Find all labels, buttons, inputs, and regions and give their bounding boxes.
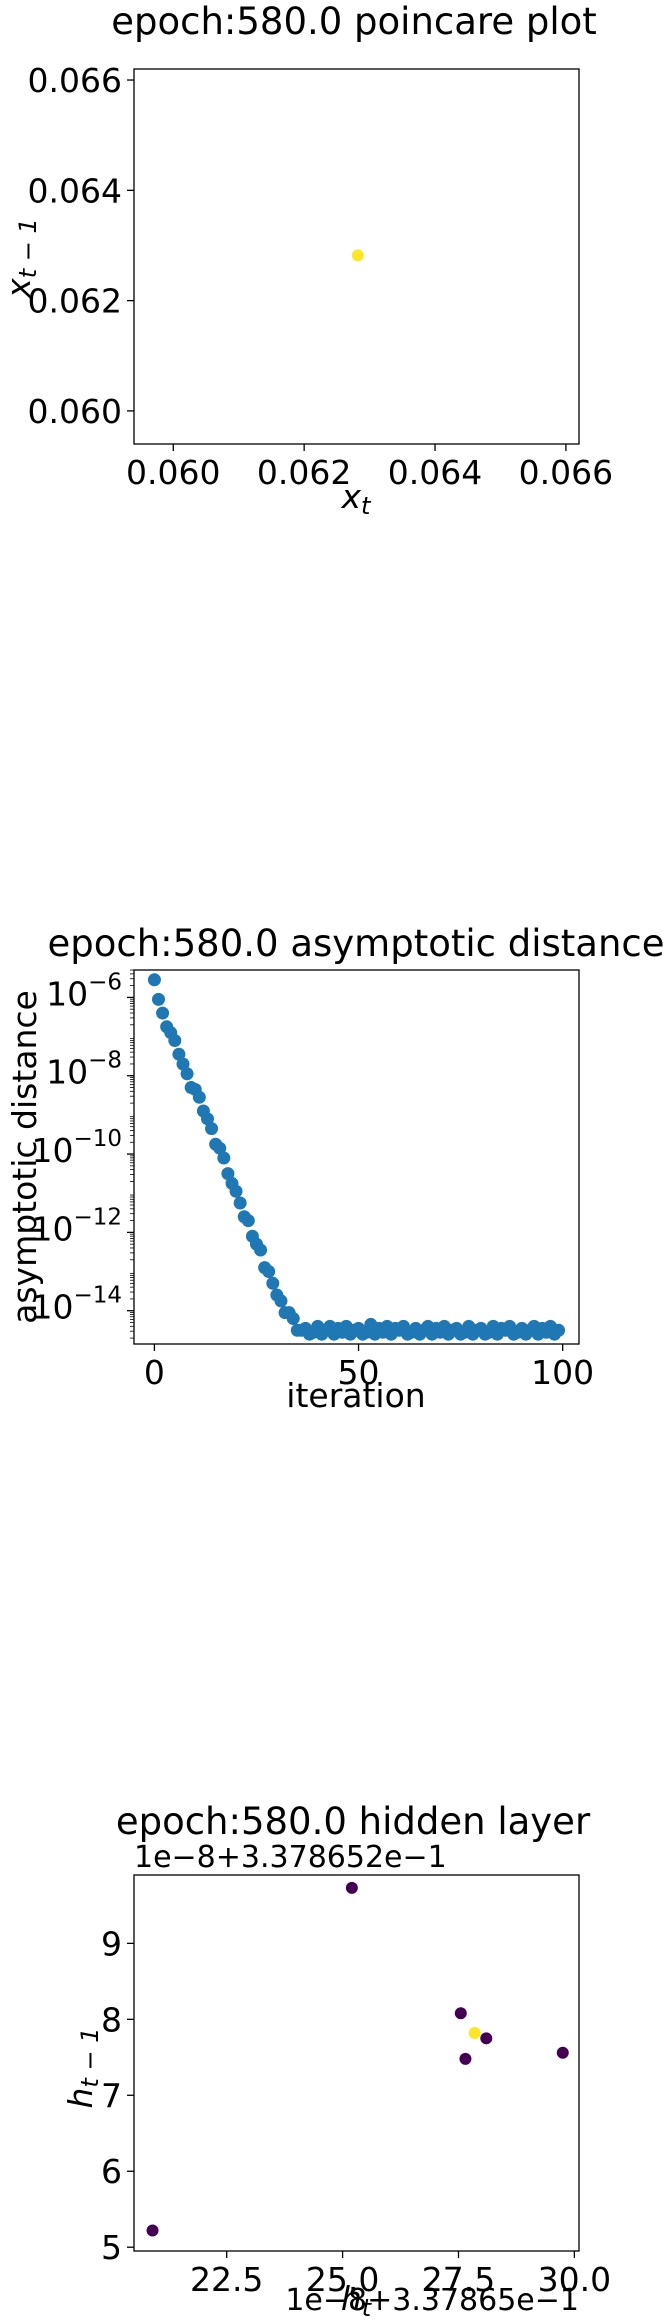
asymptotic-distance-chart: epoch:580.0 asymptotic distance 0 50 100 1… [5, 922, 663, 1415]
x-tick-label: 0.064 [388, 453, 482, 492]
y-tick-label: 0.062 [28, 282, 122, 321]
data-point [168, 1033, 182, 1047]
y-tick-label: 0.066 [28, 61, 122, 100]
hidden-layer-chart: epoch:580.0 hidden layer 1e−8+3.378652e−… [61, 1800, 611, 2322]
y-axis: 0.060 0.062 0.064 0.066 [28, 61, 134, 431]
data-point [213, 1141, 227, 1155]
y-axis-label: xt − 1 [0, 218, 42, 299]
plot-points [147, 973, 566, 1341]
y-tick-label: 10−12 [31, 1204, 122, 1248]
chart-title: epoch:580.0 asymptotic distance [47, 922, 663, 965]
data-point [192, 1090, 206, 1104]
data-point [254, 1243, 268, 1257]
plot-points [146, 1881, 569, 2237]
plot-frame [133, 68, 580, 445]
data-point [351, 249, 364, 262]
data-point [217, 1151, 231, 1165]
x-tick-label: 0.066 [519, 453, 613, 492]
data-point [176, 1057, 190, 1071]
x-tick-label: 0.062 [257, 453, 351, 492]
data-point [180, 1067, 194, 1081]
y-tick-label: 7 [101, 2076, 122, 2115]
x-tick-label: 30.0 [538, 2260, 611, 2299]
y-axis-label: asymptotic distance [5, 990, 44, 1324]
y-tick-label: 8 [101, 2000, 122, 2039]
plot-points [351, 249, 364, 262]
y-tick-label: 6 [101, 2152, 122, 2191]
data-point [274, 1294, 288, 1308]
data-point [552, 1323, 566, 1337]
data-point [205, 1122, 219, 1136]
y-tick-label: 5 [101, 2228, 122, 2267]
y-axis-label: ht − 1 [61, 2028, 104, 2109]
data-point [146, 2224, 159, 2237]
data-point [459, 2052, 472, 2065]
data-point [151, 992, 165, 1006]
x-tick-label: 100 [531, 1353, 594, 1392]
chart-title: epoch:580.0 poincare plot [111, 0, 597, 43]
data-point [262, 1265, 276, 1279]
data-point [229, 1184, 243, 1198]
y-tick-label: 9 [101, 1924, 122, 1963]
x-offset-label: 1e−8+3.37865e−1 [285, 2283, 579, 2318]
data-point [556, 2046, 569, 2059]
y-tick-label: 10−10 [31, 1126, 122, 1170]
x-axis: 22.5 25.0 27.5 30.0 [190, 2251, 611, 2299]
y-tick-label: 0.060 [28, 392, 122, 431]
data-point [147, 973, 161, 987]
x-axis-label: iteration [286, 1376, 425, 1415]
data-point [286, 1312, 300, 1326]
x-tick-label: 22.5 [190, 2260, 263, 2299]
y-axis: 5 6 7 8 9 [101, 1924, 134, 2267]
y-axis: 10−6 10−8 10−10 10−12 10−14 [31, 969, 134, 1339]
y-offset-label: 1e−8+3.378652e−1 [134, 1840, 447, 1875]
data-point [200, 1112, 214, 1126]
data-point [454, 2007, 467, 2020]
data-point [172, 1047, 186, 1061]
plot-frame [133, 1874, 580, 2252]
x-tick-label: 0 [144, 1353, 165, 1392]
y-tick-label: 10−14 [31, 1283, 122, 1327]
y-tick-label: 10−6 [46, 969, 122, 1013]
data-point [233, 1196, 247, 1210]
x-tick-label: 50 [338, 1353, 380, 1392]
chart-title: epoch:580.0 hidden layer [116, 1800, 591, 1843]
x-tick-label: 25.0 [306, 2260, 379, 2299]
data-point [241, 1214, 255, 1228]
data-point [480, 2032, 493, 2045]
x-axis-label: xt [341, 477, 373, 520]
data-point [156, 1006, 170, 1020]
x-axis: 0.060 0.062 0.064 0.066 [126, 444, 613, 492]
data-point [468, 2026, 481, 2039]
plot-frame [133, 969, 580, 1345]
y-tick-label: 0.064 [28, 171, 122, 210]
poincare-chart: epoch:580.0 poincare plot 0.060 0.062 0.06… [0, 0, 613, 520]
x-axis: 0 50 100 [144, 1344, 594, 1392]
y-tick-label: 10−8 [46, 1048, 122, 1092]
data-point [221, 1167, 235, 1181]
x-tick-label: 27.5 [422, 2260, 495, 2299]
data-point [345, 1881, 358, 1894]
x-tick-label: 0.060 [126, 453, 220, 492]
data-point [266, 1276, 280, 1290]
